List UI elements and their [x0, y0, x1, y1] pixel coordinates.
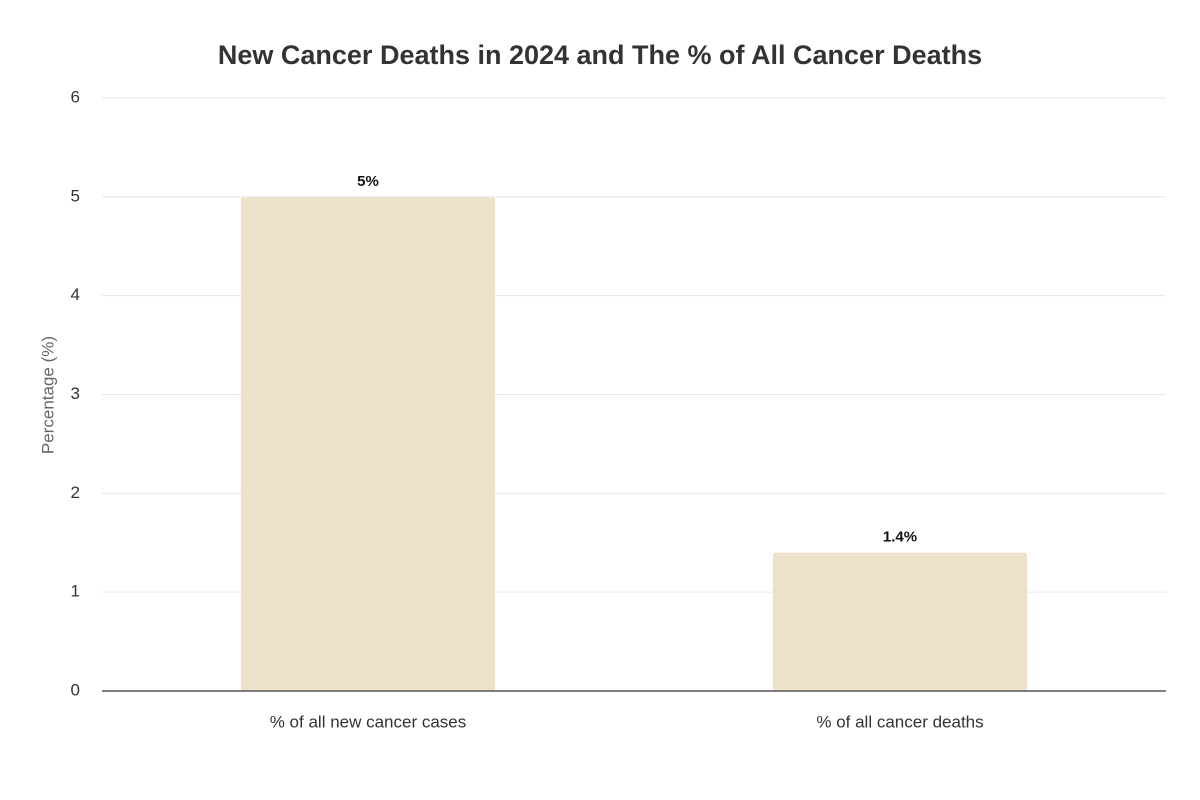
y-tick-label: 5 [71, 186, 80, 205]
data-label: 1.4% [883, 529, 917, 546]
y-tick-label: 1 [71, 582, 80, 601]
x-tick-label: % of all new cancer cases [270, 712, 467, 731]
y-axis-label: Percentage (%) [38, 336, 57, 454]
bar [240, 196, 496, 692]
y-tick-label: 4 [71, 285, 80, 304]
data-label: 5% [357, 173, 379, 190]
y-tick-label: 2 [71, 483, 80, 502]
bar [772, 552, 1028, 691]
y-tick-label: 6 [71, 87, 80, 106]
y-tick-label: 3 [71, 384, 80, 403]
y-tick-label: 0 [71, 680, 80, 699]
x-tick-label: % of all cancer deaths [816, 712, 983, 731]
chart-title: New Cancer Deaths in 2024 and The % of A… [218, 40, 982, 70]
